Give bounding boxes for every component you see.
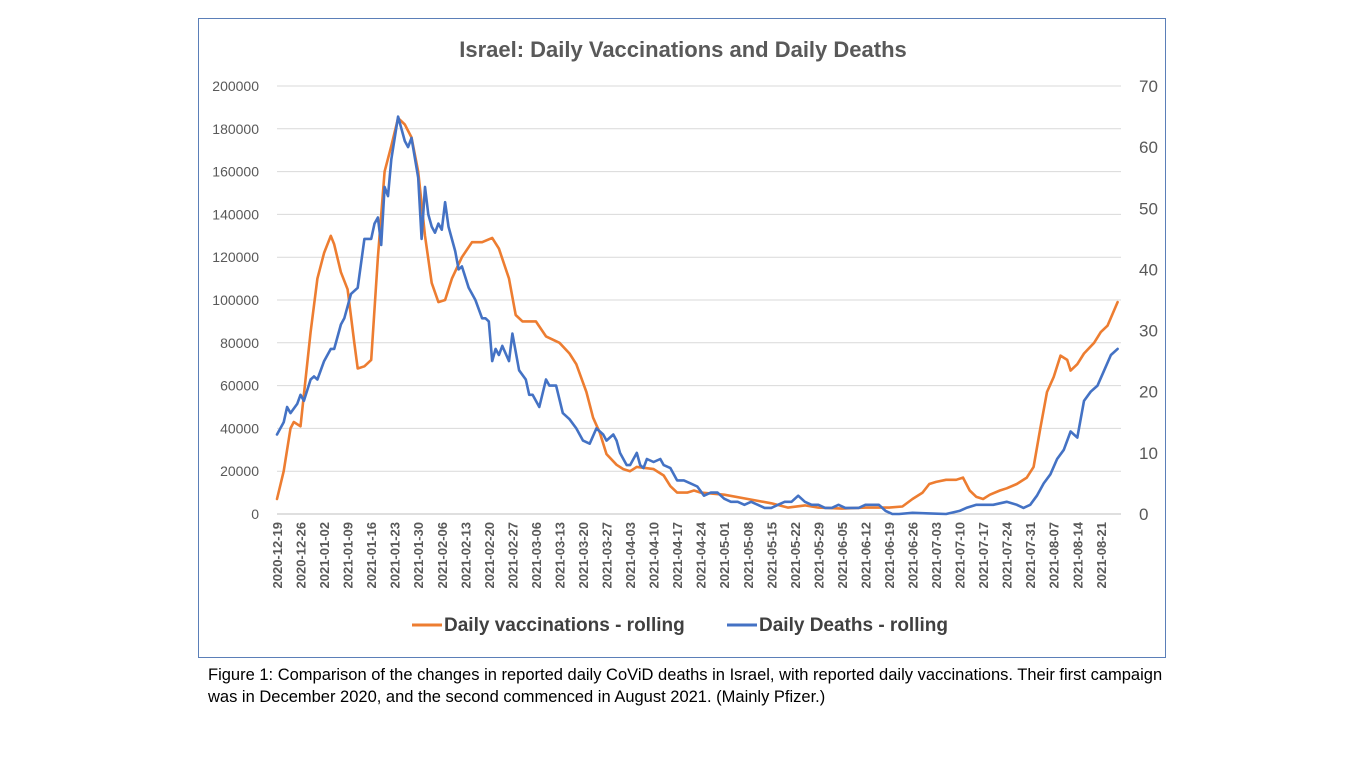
x-tick-label: 2021-06-19 — [882, 522, 897, 589]
x-tick-label: 2021-01-16 — [364, 522, 379, 589]
x-tick-label: 2021-02-06 — [435, 522, 450, 589]
y-left-tick-label: 140000 — [212, 206, 259, 222]
y-left-tick-label: 40000 — [220, 420, 259, 436]
x-tick-label: 2021-04-17 — [670, 522, 685, 589]
y-right-tick-label: 40 — [1139, 260, 1158, 279]
y-right-tick-label: 20 — [1139, 383, 1158, 402]
x-tick-label: 2021-01-02 — [317, 522, 332, 589]
x-tick-label: 2021-07-03 — [929, 522, 944, 589]
chart-title: Israel: Daily Vaccinations and Daily Dea… — [459, 37, 907, 62]
x-tick-label: 2021-04-10 — [647, 522, 662, 589]
y-right-tick-label: 60 — [1139, 138, 1158, 157]
y-left-tick-label: 160000 — [212, 164, 259, 180]
y-left-tick-label: 80000 — [220, 335, 259, 351]
x-tick-label: 2021-05-15 — [764, 522, 779, 589]
legend-vaccinations-label: Daily vaccinations - rolling — [444, 615, 685, 636]
x-tick-label: 2021-05-22 — [788, 522, 803, 589]
x-tick-label: 2021-01-30 — [411, 522, 426, 589]
y-left-tick-label: 100000 — [212, 292, 259, 308]
x-tick-label: 2020-12-19 — [270, 522, 285, 589]
x-tick-label: 2021-08-14 — [1070, 521, 1085, 588]
x-tick-label: 2020-12-26 — [294, 522, 309, 589]
x-tick-label: 2021-05-29 — [811, 522, 826, 589]
x-tick-label: 2021-02-27 — [505, 522, 520, 589]
y-left-tick-label: 120000 — [212, 249, 259, 265]
x-tick-label: 2021-04-24 — [694, 521, 709, 588]
chart-svg: Israel: Daily Vaccinations and Daily Dea… — [212, 37, 1158, 636]
y-right-tick-label: 70 — [1139, 77, 1158, 96]
x-tick-label: 2021-07-24 — [1000, 521, 1015, 588]
series-line-deaths — [275, 115, 1119, 516]
x-tick-label: 2021-03-20 — [576, 522, 591, 589]
x-tick-label: 2021-06-26 — [906, 522, 921, 589]
x-tick-label: 2021-01-23 — [388, 522, 403, 589]
x-tick-label: 2021-07-17 — [976, 522, 991, 589]
legend-deaths-label: Daily Deaths - rolling — [759, 615, 948, 636]
x-tick-label: 2021-08-21 — [1094, 522, 1109, 589]
y-right-tick-label: 50 — [1139, 199, 1158, 218]
series-line-vaccinations — [275, 116, 1119, 510]
y-right-tick-label: 30 — [1139, 322, 1158, 341]
y-right-tick-label: 10 — [1139, 444, 1158, 463]
x-tick-label: 2021-02-13 — [458, 522, 473, 589]
x-tick-label: 2021-02-20 — [482, 522, 497, 589]
y-left-tick-label: 200000 — [212, 78, 259, 94]
x-tick-label: 2021-05-08 — [741, 522, 756, 589]
figure-caption: Figure 1: Comparison of the changes in r… — [208, 666, 1163, 706]
y-left-tick-label: 180000 — [212, 121, 259, 137]
x-tick-label: 2021-04-03 — [623, 522, 638, 589]
chart-frame: Israel: Daily Vaccinations and Daily Dea… — [198, 18, 1166, 658]
x-tick-label: 2021-03-06 — [529, 522, 544, 589]
x-tick-label: 2021-03-13 — [552, 522, 567, 589]
x-tick-label: 2021-06-12 — [858, 522, 873, 589]
x-tick-label: 2021-06-05 — [835, 522, 850, 589]
y-left-tick-label: 0 — [251, 506, 259, 522]
x-tick-label: 2021-03-27 — [600, 522, 615, 589]
x-tick-label: 2021-01-09 — [341, 522, 356, 589]
x-tick-label: 2021-08-07 — [1047, 522, 1062, 589]
x-tick-label: 2021-05-01 — [717, 522, 732, 589]
y-left-tick-label: 60000 — [220, 378, 259, 394]
x-tick-label: 2021-07-31 — [1023, 522, 1038, 589]
y-left-tick-label: 20000 — [220, 463, 259, 479]
x-tick-label: 2021-07-10 — [953, 522, 968, 589]
y-right-tick-label: 0 — [1139, 505, 1148, 524]
